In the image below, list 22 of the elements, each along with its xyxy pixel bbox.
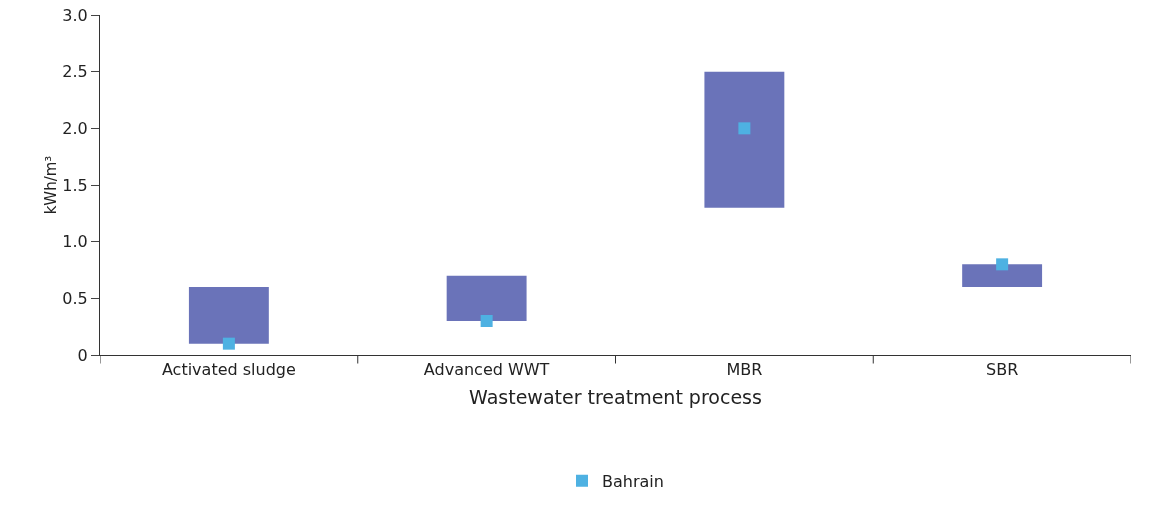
point bbox=[480, 315, 493, 327]
y-tick-label: 2.5 bbox=[62, 62, 88, 82]
y-tick-label: 0.5 bbox=[62, 288, 88, 308]
y-tick-label: 2.0 bbox=[62, 118, 88, 138]
y-axis-title: kWh/m³ bbox=[42, 155, 61, 215]
y-tick-label: 3.0 bbox=[62, 5, 88, 25]
y-tick-label: 0 bbox=[77, 345, 88, 365]
x-axis-title: Wastewater treatment process bbox=[469, 386, 762, 408]
y-tick-label: 1.0 bbox=[62, 232, 88, 252]
bar bbox=[962, 264, 1043, 287]
x-tick-label: MBR bbox=[726, 360, 763, 380]
bar bbox=[446, 275, 527, 321]
x-tick-label: Advanced WWT bbox=[423, 360, 550, 380]
legend-label: Bahrain bbox=[602, 471, 664, 491]
bar bbox=[704, 71, 785, 208]
x-tick-label: SBR bbox=[986, 360, 1019, 380]
bar bbox=[188, 287, 269, 344]
point bbox=[996, 258, 1009, 271]
point bbox=[738, 122, 751, 135]
point bbox=[222, 337, 235, 350]
x-tick-label: Activated sludge bbox=[161, 360, 296, 380]
y-tick-label: 1.5 bbox=[62, 175, 88, 195]
